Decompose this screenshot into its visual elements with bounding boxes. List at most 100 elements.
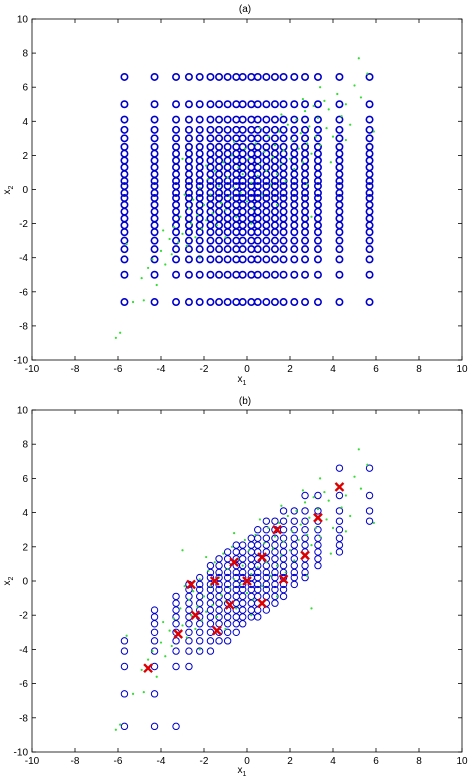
grid-circle (215, 115, 224, 124)
grid-circle (313, 182, 322, 191)
grid-circle (290, 134, 299, 143)
data-point (226, 567, 229, 571)
grid-circle (196, 585, 204, 594)
x-tick-label: 6 (373, 364, 379, 375)
grid-circle (120, 298, 129, 307)
grid-circle (185, 637, 193, 645)
grid-circle (301, 491, 309, 500)
data-point (215, 615, 218, 619)
data-point (198, 648, 201, 651)
data-point (187, 598, 191, 601)
grid-circle (365, 142, 374, 151)
grid-circle (150, 182, 159, 191)
data-point (250, 573, 253, 576)
x-tick-label: -8 (71, 364, 80, 375)
grid-circle (262, 517, 271, 525)
center-marker (300, 550, 310, 561)
grid-circle (279, 100, 288, 109)
grid-circle (172, 194, 181, 203)
data-point (301, 98, 304, 101)
data-point (303, 501, 307, 504)
x-tick-label: 8 (416, 756, 422, 767)
grid-circle (184, 245, 193, 254)
data-point (190, 222, 193, 225)
data-point (314, 526, 317, 530)
grid-circle (301, 298, 310, 307)
grid-circle (223, 194, 232, 203)
grid-circle (254, 585, 262, 594)
grid-circle (184, 115, 193, 124)
data-point (159, 249, 163, 252)
data-point (308, 516, 311, 519)
y-tick-label: -6 (19, 679, 28, 690)
data-point (254, 533, 257, 536)
grid-circle (120, 662, 129, 671)
grid-circle (365, 194, 374, 203)
data-point (336, 92, 339, 96)
data-point (252, 207, 255, 210)
y-tick-label: 2 (22, 542, 28, 553)
data-point (280, 113, 283, 116)
data-point (226, 176, 229, 179)
data-point (340, 506, 343, 509)
data-point (372, 130, 375, 133)
data-point (325, 518, 328, 521)
grid-circle (253, 236, 262, 245)
panel-b: (b) -10 -8 -6 -4 -2 0 2 4 6 8 10 -10 -8 -6 -4 -2 0 2 4 6 8 10… (2, 396, 468, 777)
grid-circle (335, 194, 344, 203)
data-point (220, 593, 223, 596)
grid-circle (253, 245, 262, 254)
data-point (316, 116, 320, 119)
data-point (323, 490, 326, 494)
grid-circle (290, 142, 299, 151)
grid-circle (238, 134, 247, 143)
data-point (185, 244, 188, 247)
data-point (183, 193, 186, 196)
data-point (162, 620, 165, 624)
grid-circle (314, 534, 322, 542)
grid-circle (253, 72, 262, 81)
grid-circle (270, 255, 279, 264)
data-point (205, 610, 208, 613)
data-point (119, 723, 122, 726)
grid-circle (279, 236, 288, 245)
grid-circle (239, 585, 247, 594)
data-point (297, 538, 300, 542)
data-point (172, 617, 175, 620)
y-tick-label: -8 (19, 321, 28, 332)
grid-circle (270, 298, 279, 307)
grid-circle (238, 270, 247, 279)
data-point (265, 561, 268, 564)
grid-circle (335, 270, 344, 279)
data-point (301, 161, 304, 164)
data-point (228, 195, 231, 198)
grid-circle (196, 628, 204, 636)
panel-a-data-points (114, 57, 375, 339)
x-tick-label: -8 (71, 756, 80, 767)
data-point (179, 607, 182, 610)
data-point (260, 193, 264, 196)
grid-circle (172, 236, 181, 245)
data-point (349, 514, 352, 518)
data-point (252, 598, 255, 601)
x-tick-label: -6 (114, 756, 123, 767)
grid-circle (215, 72, 224, 81)
grid-circle (301, 115, 310, 124)
grid-circle (120, 194, 129, 203)
grid-circle (185, 647, 193, 655)
data-point (196, 213, 199, 217)
grid-circle (279, 245, 288, 254)
data-point (280, 504, 283, 507)
center-marker (272, 524, 282, 535)
data-point (295, 118, 298, 121)
center-marker (212, 625, 222, 636)
grid-circle (253, 194, 262, 203)
data-point (366, 463, 369, 466)
data-point (271, 156, 274, 159)
grid-circle (253, 298, 262, 307)
panel-b-xlabel: x1 (238, 765, 247, 777)
grid-circle (223, 245, 232, 254)
grid-circle (239, 541, 247, 549)
data-point (263, 542, 266, 545)
